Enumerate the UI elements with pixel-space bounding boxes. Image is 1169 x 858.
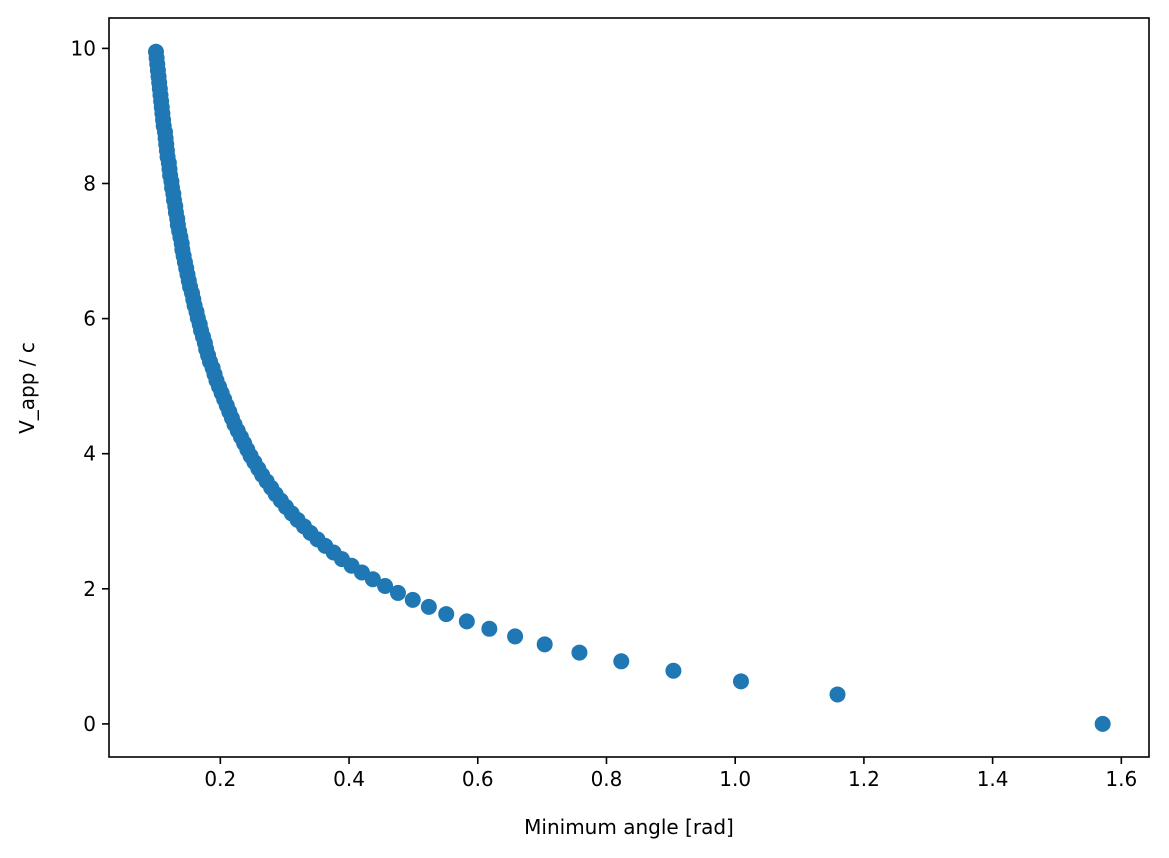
data-point bbox=[829, 686, 846, 703]
data-point bbox=[147, 43, 164, 60]
data-point bbox=[1094, 715, 1111, 732]
x-tick-label: 0.6 bbox=[462, 767, 494, 791]
data-point bbox=[732, 673, 749, 690]
data-point bbox=[458, 613, 475, 630]
x-axis-label: Minimum angle [rad] bbox=[524, 815, 734, 839]
data-point bbox=[438, 606, 455, 623]
data-point bbox=[389, 584, 406, 601]
y-tick-label: 8 bbox=[83, 171, 96, 195]
data-point bbox=[571, 644, 588, 661]
y-tick-label: 0 bbox=[83, 712, 96, 736]
y-tick-label: 4 bbox=[83, 442, 96, 466]
x-tick-label: 0.4 bbox=[333, 767, 365, 791]
data-point bbox=[665, 662, 682, 679]
data-point bbox=[481, 620, 498, 637]
data-point bbox=[536, 636, 553, 653]
data-point bbox=[377, 578, 394, 595]
y-axis-label: V_app / c bbox=[15, 342, 39, 434]
data-point bbox=[404, 591, 421, 608]
y-tick-label: 10 bbox=[71, 36, 96, 60]
data-point bbox=[613, 653, 630, 670]
data-point bbox=[420, 598, 437, 615]
x-tick-label: 0.8 bbox=[591, 767, 623, 791]
x-tick-label: 1.6 bbox=[1105, 767, 1137, 791]
x-tick-label: 1.2 bbox=[848, 767, 880, 791]
y-axis-ticks: 0 2 4 6 8 10 bbox=[71, 36, 109, 736]
x-tick-label: 1.4 bbox=[977, 767, 1009, 791]
x-tick-label: 0.2 bbox=[204, 767, 236, 791]
axes-frame bbox=[108, 17, 1150, 758]
data-point bbox=[507, 628, 524, 645]
y-tick-label: 2 bbox=[83, 577, 96, 601]
x-axis-ticks: 0.2 0.4 0.6 0.8 1.0 1.2 1.4 1.6 bbox=[204, 757, 1137, 791]
y-tick-label: 6 bbox=[83, 307, 96, 331]
data-points bbox=[147, 43, 1111, 732]
x-tick-label: 1.0 bbox=[719, 767, 751, 791]
